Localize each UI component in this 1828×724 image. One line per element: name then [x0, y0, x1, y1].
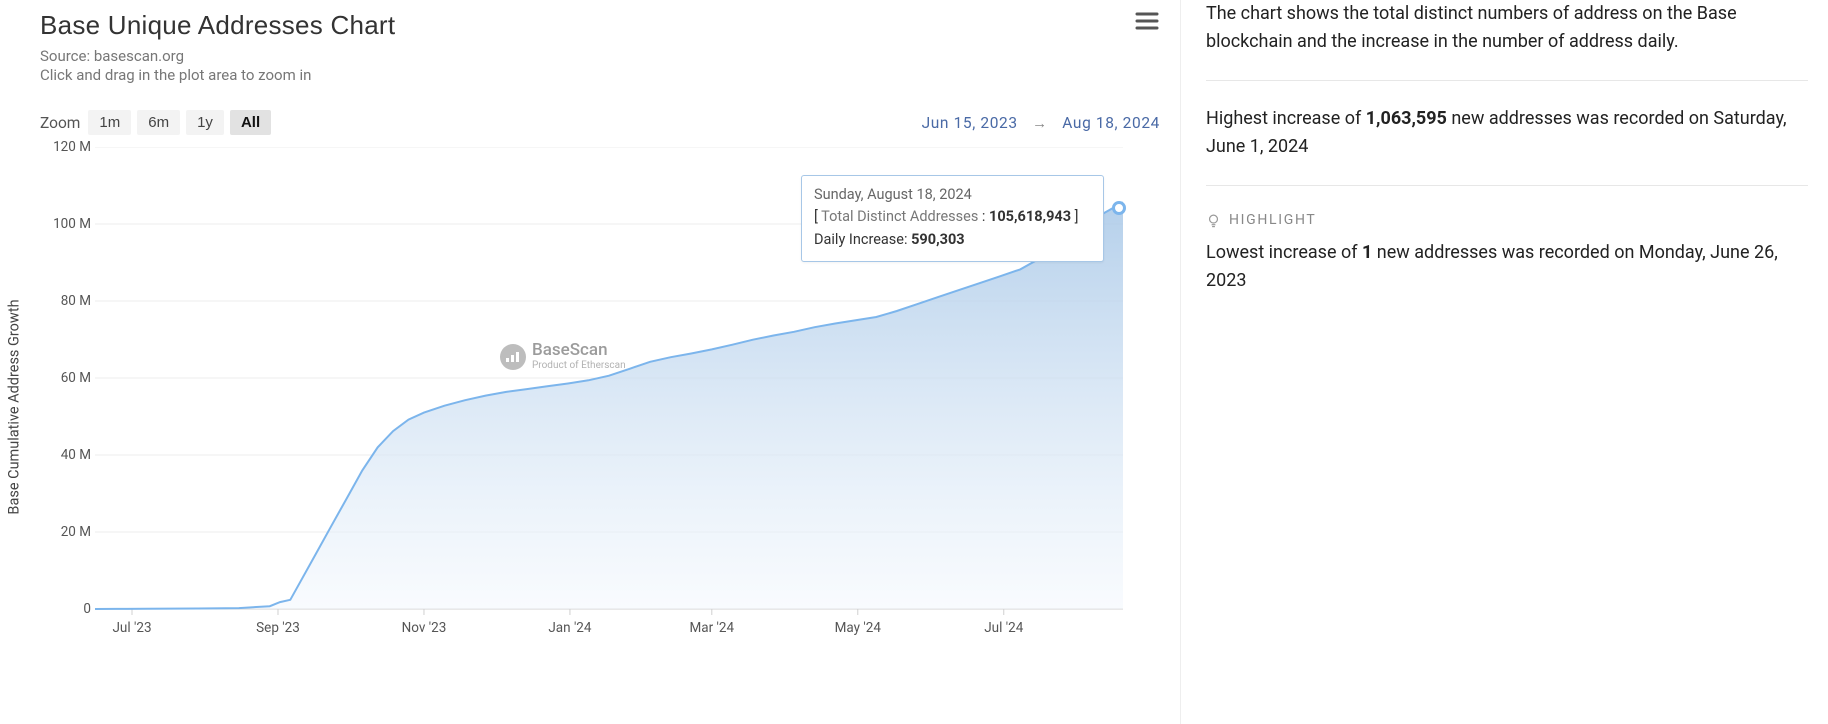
chart-hover-marker	[1112, 201, 1126, 215]
y-tick-label: 100 M	[53, 216, 91, 232]
chart-title: Base Unique Addresses Chart	[40, 10, 1160, 41]
range-end[interactable]: Aug 18, 2024	[1062, 114, 1160, 132]
basescan-logo-icon	[500, 344, 526, 370]
x-tick-label: Jul '23	[112, 620, 151, 636]
tooltip-series-label: Total Distinct Addresses	[821, 208, 978, 225]
watermark-name: BaseScan	[532, 342, 626, 359]
y-tick-label: 60 M	[61, 370, 91, 386]
tooltip-date: Sunday, August 18, 2024	[814, 184, 1091, 206]
x-tick-label: Sep '23	[256, 620, 300, 636]
zoom-1m-button[interactable]: 1m	[88, 110, 131, 135]
divider	[1206, 185, 1808, 186]
x-tick-label: Jul '24	[984, 620, 1023, 636]
x-tick-label: Mar '24	[690, 620, 735, 636]
zoom-label: Zoom	[40, 114, 80, 132]
y-tick-label: 40 M	[61, 447, 91, 463]
x-tick-label: Jan '24	[548, 620, 591, 636]
y-tick-label: 80 M	[61, 293, 91, 309]
tooltip-extra-value: 590,303	[911, 231, 964, 248]
tooltip-series-value: 105,618,943	[989, 208, 1071, 225]
zoom-controls: Zoom 1m6m1yAll	[40, 110, 277, 135]
tooltip-extra-label: Daily Increase:	[814, 231, 908, 248]
sidebar-intro: The chart shows the total distinct numbe…	[1206, 0, 1808, 56]
zoom-1y-button[interactable]: 1y	[186, 110, 224, 135]
y-tick-label: 120 M	[53, 139, 91, 155]
highlight-label: HIGHLIGHT	[1229, 210, 1316, 232]
zoom-6m-button[interactable]: 6m	[137, 110, 180, 135]
range-start[interactable]: Jun 15, 2023	[922, 114, 1018, 132]
sidebar-lowest: Lowest increase of 1 new addresses was r…	[1206, 239, 1808, 295]
x-tick-label: Nov '23	[402, 620, 447, 636]
watermark-sub: Product of Etherscan	[532, 361, 626, 371]
chart-plot-area[interactable]: Base Cumulative Address Growth Jul '23Se…	[40, 147, 1125, 667]
chart-subtitle: Click and drag in the plot area to zoom …	[40, 66, 1160, 84]
date-range: Jun 15, 2023 → Aug 18, 2024	[922, 114, 1160, 132]
highlight-header: HIGHLIGHT	[1206, 210, 1808, 232]
chart-menu-button[interactable]	[1134, 10, 1160, 36]
zoom-all-button[interactable]: All	[230, 110, 271, 135]
sidebar-highest: Highest increase of 1,063,595 new addres…	[1206, 105, 1808, 161]
range-arrow: →	[1032, 114, 1048, 132]
y-tick-label: 0	[83, 601, 91, 617]
y-tick-label: 20 M	[61, 524, 91, 540]
chart-source: Source: basescan.org	[40, 47, 1160, 65]
chart-watermark: BaseScan Product of Etherscan	[500, 342, 626, 371]
chart-tooltip: Sunday, August 18, 2024 [ Total Distinct…	[801, 175, 1104, 262]
x-tick-label: May '24	[835, 620, 881, 636]
divider	[1206, 80, 1808, 81]
y-axis-title: Base Cumulative Address Growth	[6, 299, 23, 514]
lightbulb-icon	[1206, 213, 1221, 228]
